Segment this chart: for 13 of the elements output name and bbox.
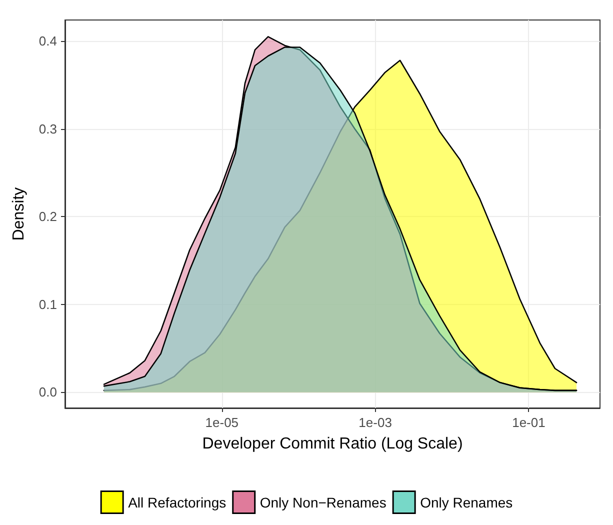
x-tick-label: 1e-05 bbox=[205, 415, 239, 430]
y-tick-label: 0.4 bbox=[38, 34, 57, 49]
y-axis-title: Density bbox=[10, 187, 28, 241]
x-tick-label: 1e-03 bbox=[358, 415, 392, 430]
y-tick-label: 0.1 bbox=[38, 296, 57, 312]
legend-label: All Refactorings bbox=[128, 494, 226, 510]
legend-label: Only Non−Renames bbox=[260, 494, 386, 510]
y-tick-label: 0.0 bbox=[38, 384, 57, 400]
x-tick-label: 1e-01 bbox=[512, 415, 546, 430]
x-axis-title: Developer Commit Ratio (Log Scale) bbox=[202, 436, 463, 452]
legend-label: Only Renames bbox=[420, 494, 513, 510]
y-tick-label: 0.2 bbox=[38, 209, 57, 224]
y-tick-label: 0.3 bbox=[38, 121, 57, 136]
